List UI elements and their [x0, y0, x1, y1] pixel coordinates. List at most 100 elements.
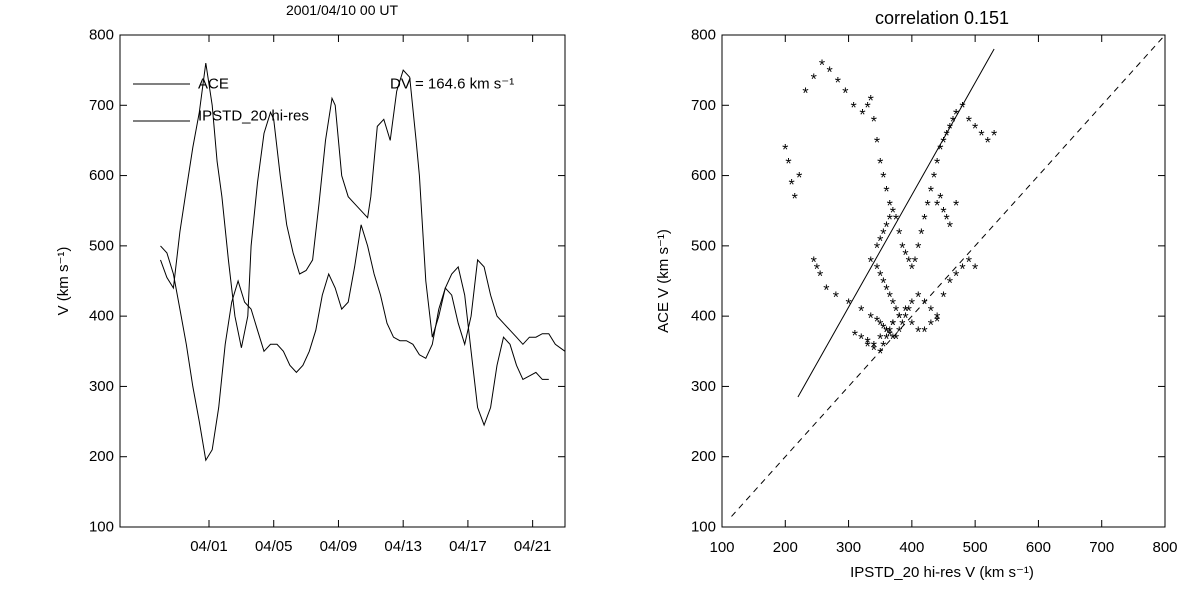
scatter-point: *	[940, 290, 946, 307]
right-x-tick-label: 100	[709, 539, 734, 556]
right-x-tick-label: 400	[899, 539, 924, 556]
scatter-point: *	[877, 156, 883, 173]
scatter-point: *	[817, 268, 823, 285]
left-y-tick-label: 200	[89, 448, 114, 465]
left-y-tick-label: 800	[89, 27, 114, 44]
scatter-point: *	[871, 114, 877, 131]
scatter-point: *	[947, 121, 953, 138]
scatter-point: *	[915, 290, 921, 307]
scatter-point: *	[880, 321, 886, 338]
scatter-point: *	[899, 318, 905, 335]
left-x-tick-label: 04/01	[190, 538, 228, 555]
scatter-point: *	[940, 205, 946, 222]
scatter-point: *	[896, 311, 902, 328]
left-y-axis-label: V (km s⁻¹)	[55, 247, 72, 316]
scatter-point: *	[896, 226, 902, 243]
scatter-point: *	[874, 314, 880, 331]
scatter-point: *	[906, 304, 912, 321]
scatter-point: *	[915, 325, 921, 342]
scatter-point: *	[937, 142, 943, 159]
scatter-point: *	[912, 254, 918, 271]
scatter-point: *	[835, 75, 841, 92]
left-plot-frame	[119, 34, 566, 528]
right-y-tick-label: 200	[691, 448, 716, 465]
scatter-point: *	[887, 328, 893, 345]
scatter-point: *	[909, 261, 915, 278]
scatter-chart: correlation 0.151 100 200 300 400 500 600 700 8…	[655, 8, 1178, 581]
scatter-point: *	[915, 240, 921, 257]
scatter-points: ******** **** ****************************…	[782, 58, 997, 363]
left-y-tick-label: 500	[89, 237, 114, 254]
scatter-point: *	[883, 325, 889, 342]
scatter-point: *	[880, 276, 886, 293]
scatter-point: *	[921, 325, 927, 342]
scatter-point: *	[851, 100, 857, 117]
scatter-point: *	[842, 86, 848, 103]
scatter-point: *	[883, 184, 889, 201]
scatter-point: *	[890, 318, 896, 335]
scatter-point: *	[940, 135, 946, 152]
scatter-point: *	[921, 297, 927, 314]
scatter-point: *	[864, 335, 870, 352]
scatter-point: *	[826, 65, 832, 82]
right-y-tick-label: 300	[691, 378, 716, 395]
scatter-point: *	[877, 346, 883, 363]
scatter-point: *	[871, 342, 877, 359]
scatter-point: *	[814, 261, 820, 278]
scatter-point: *	[909, 318, 915, 335]
scatter-point: *	[906, 254, 912, 271]
right-x-tick-label: 800	[1152, 539, 1177, 556]
scatter-point: *	[959, 261, 965, 278]
scatter-point: *	[934, 311, 940, 328]
scatter-point: *	[890, 318, 896, 335]
scatter-point: *	[902, 311, 908, 328]
scatter-point: *	[931, 170, 937, 187]
right-y-tick-label: 800	[691, 27, 716, 44]
scatter-point: *	[859, 107, 865, 124]
scatter-point: *	[934, 198, 940, 215]
scatter-point: *	[819, 58, 825, 75]
legend: ACE IPSTD_20 hi-res	[133, 76, 309, 125]
scatter-point: *	[959, 100, 965, 117]
scatter-point: *	[893, 212, 899, 229]
scatter-point: *	[887, 198, 893, 215]
scatter-point: *	[909, 297, 915, 314]
scatter-point: *	[845, 297, 851, 314]
right-x-axis: 100 200 300 400 500 600 700 800	[709, 35, 1178, 556]
scatter-point: *	[934, 156, 940, 173]
left-x-tick-label: 04/13	[384, 538, 422, 555]
scatter-point: *	[928, 304, 934, 321]
scatter-point: *	[902, 247, 908, 264]
scatter-point: *	[887, 290, 893, 307]
scatter-point: *	[899, 240, 905, 257]
scatter-point: *	[883, 332, 889, 349]
right-x-axis-label: IPSTD_20 hi-res V (km s⁻¹)	[850, 564, 1034, 581]
scatter-point: *	[811, 72, 817, 89]
scatter-point: *	[852, 328, 858, 345]
scatter-point: *	[896, 311, 902, 328]
scatter-point: *	[944, 212, 950, 229]
scatter-point: *	[823, 283, 829, 300]
series-line-ipstd	[160, 224, 549, 462]
left-y-tick-label: 700	[89, 97, 114, 114]
scatter-point: *	[978, 128, 984, 145]
scatter-point: *	[953, 107, 959, 124]
scatter-point: *	[883, 325, 889, 342]
scatter-point: *	[887, 212, 893, 229]
scatter-point: *	[887, 325, 893, 342]
scatter-point: *	[868, 254, 874, 271]
right-x-tick-label: 300	[836, 539, 861, 556]
scatter-point: *	[877, 318, 883, 335]
scatter-point: *	[811, 254, 817, 271]
right-reference-lines	[731, 34, 1166, 517]
scatter-point: *	[947, 219, 953, 236]
scatter-point: *	[950, 114, 956, 131]
scatter-point: *	[966, 114, 972, 131]
right-x-tick-label: 600	[1026, 539, 1051, 556]
scatter-point: *	[896, 325, 902, 342]
right-y-tick-label: 700	[691, 97, 716, 114]
scatter-point: *	[782, 142, 788, 159]
scatter-point: *	[928, 184, 934, 201]
identity-line	[731, 34, 1166, 517]
left-y-tick-label: 100	[89, 519, 114, 536]
